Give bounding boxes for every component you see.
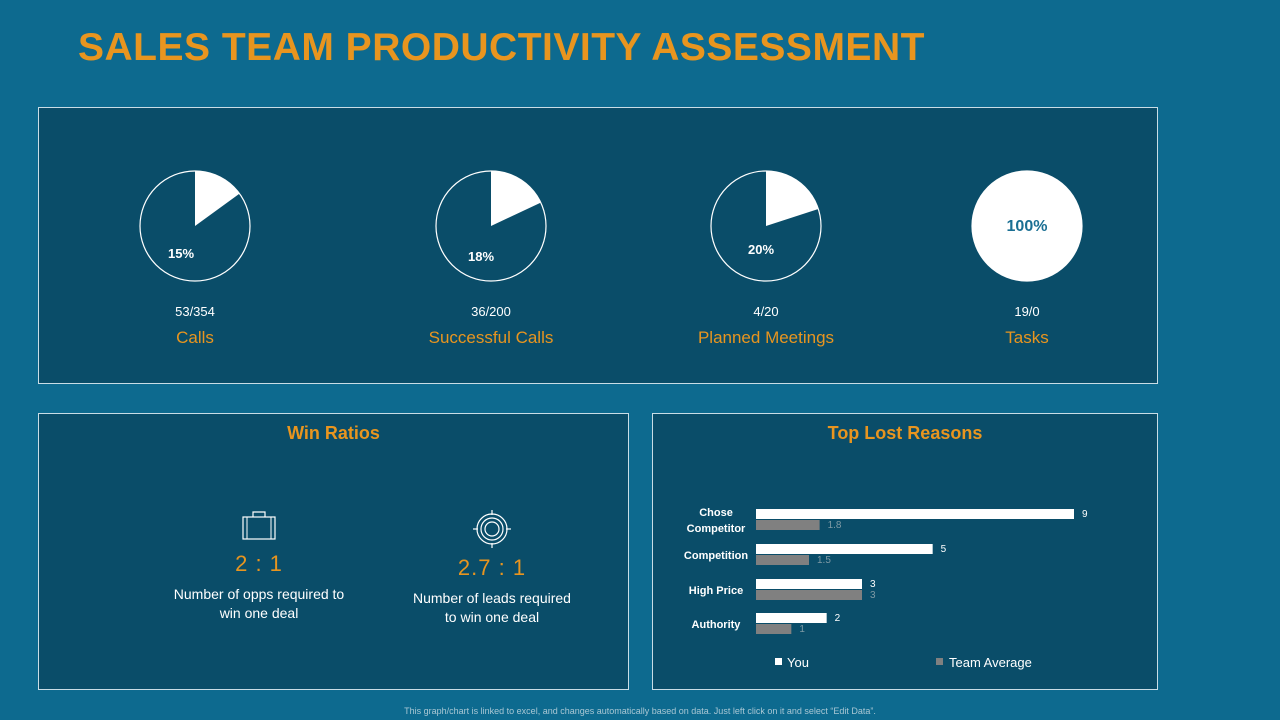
opps-ratio-value: 2 : 1 — [235, 551, 283, 576]
pie-slice — [491, 171, 541, 226]
planned-meetings-count: 4/20 — [753, 304, 779, 319]
successful-calls-label: Successful Calls — [428, 328, 554, 347]
win-ratios-panel: Win Ratios 2 : 1 Number of opps required… — [38, 413, 629, 690]
top-lost-reasons-bar-chart: Chose Competitor 9 1.8 Competition 5 1.5 High P… — [684, 507, 1088, 670]
legend-swatch-team-average — [936, 658, 943, 665]
pie-percent-label: 20% — [748, 242, 774, 257]
data-label-team-average: 1.8 — [828, 520, 842, 531]
bar-you — [756, 544, 933, 554]
page-title: SALES TEAM PRODUCTIVITY ASSESSMENT — [78, 26, 925, 69]
opps-ratio-description: Number of opps required to win one deal — [149, 585, 369, 623]
data-label-team-average: 3 — [870, 590, 876, 601]
data-label-you: 9 — [1082, 509, 1088, 520]
pie-percent-label: 18% — [468, 249, 494, 264]
bar-you — [756, 579, 862, 589]
calls-pie-chart: 15% — [139, 170, 251, 282]
data-label-team-average: 1 — [799, 624, 805, 635]
category-label: Competition — [684, 550, 748, 562]
win-ratios-title: Win Ratios — [287, 423, 380, 443]
pie-slice — [195, 171, 240, 226]
kpi-planned-meetings: 20% 4/20 Planned Meetings — [646, 108, 886, 385]
top-lost-reasons-title: Top Lost Reasons — [827, 423, 983, 443]
bar-team-average — [756, 590, 862, 600]
pie-full — [971, 170, 1083, 282]
leads-ratio-description-line1: Number of leads required — [413, 590, 571, 606]
leads-ratio-value: 2.7 : 1 — [457, 555, 527, 580]
kpi-tasks: 100% 19/0 Tasks — [907, 108, 1147, 385]
category-label: High Price — [689, 585, 743, 597]
target-icon — [473, 510, 511, 548]
pie-percent-label: 100% — [1007, 218, 1048, 235]
kpi-successful-calls: 18% 36/200 Successful Calls — [371, 108, 611, 385]
bar-team-average — [756, 624, 792, 634]
opps-ratio-description-line2: win one deal — [219, 605, 299, 621]
leads-ratio-description: Number of leads required to win one deal — [382, 589, 602, 627]
successful-calls-pie-chart: 18% — [435, 170, 547, 282]
legend-label-team-average: Team Average — [949, 655, 1032, 670]
bar-you — [756, 509, 1074, 519]
briefcase-icon — [242, 511, 276, 540]
tasks-label: Tasks — [1005, 328, 1049, 347]
top-lost-reasons-panel: Top Lost Reasons Chose Competitor 9 1.8 Comp… — [652, 413, 1158, 690]
tasks-count: 19/0 — [1014, 304, 1040, 319]
category-label: Competitor — [687, 523, 746, 535]
successful-calls-count: 36/200 — [471, 304, 511, 319]
category-label: Authority — [692, 619, 742, 631]
kpi-calls: 15% 53/354 Calls — [75, 108, 315, 385]
footnote: This graph/chart is linked to excel, and… — [404, 706, 876, 716]
opps-ratio-description-line1: Number of opps required to — [173, 586, 345, 602]
leads-ratio-block: 2.7 : 1 Number of leads required to win … — [382, 509, 602, 627]
bar-team-average — [756, 555, 809, 565]
pie-slice — [766, 171, 819, 226]
data-label-you: 5 — [941, 544, 947, 555]
tasks-pie-chart: 100% — [971, 170, 1083, 282]
planned-meetings-label: Planned Meetings — [697, 328, 835, 347]
data-label-you: 3 — [870, 579, 876, 590]
planned-meetings-pie-chart: 20% — [710, 170, 822, 282]
legend-label-you: You — [787, 655, 809, 670]
opps-ratio-block: 2 : 1 Number of opps required to win one… — [149, 509, 369, 623]
calls-count: 53/354 — [175, 304, 215, 319]
bar-you — [756, 613, 827, 623]
data-label-you: 2 — [835, 613, 841, 624]
legend-swatch-you — [775, 658, 782, 665]
pie-percent-label: 15% — [168, 246, 194, 261]
leads-ratio-description-line2: to win one deal — [444, 609, 540, 625]
category-label: Chose — [699, 507, 733, 519]
bar-team-average — [756, 520, 820, 530]
calls-label: Calls — [176, 328, 214, 347]
kpi-panel: 15% 53/354 Calls 18% 36/200 Successful C… — [38, 107, 1158, 384]
data-label-team-average: 1.5 — [817, 555, 831, 566]
